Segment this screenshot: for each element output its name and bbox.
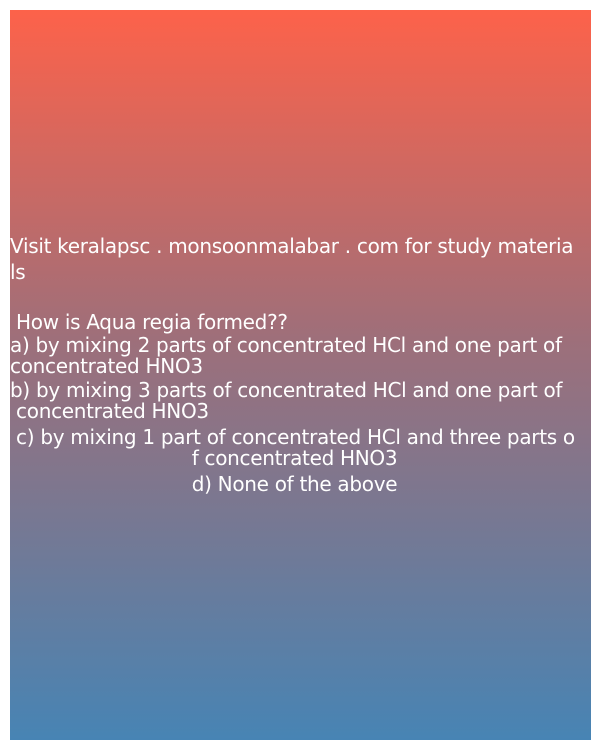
- option-b-line-1: b) by mixing 3 parts of concentrated HCl…: [10, 378, 563, 402]
- study-material-line-1: Visit keralapsc . monsoonmalabar . com f…: [10, 234, 574, 258]
- question-text: How is Aqua regia formed??: [10, 310, 288, 334]
- option-a-line-1: a) by mixing 2 parts of concentrated HCl…: [10, 333, 562, 357]
- study-material-line-2: ls: [10, 260, 26, 284]
- gradient-card: Visit keralapsc . monsoonmalabar . com f…: [10, 10, 591, 740]
- option-c: c) by mixing 1 part of concentrated HCl …: [10, 427, 575, 469]
- option-b-line-2: concentrated HNO3: [10, 399, 209, 423]
- option-d: d) None of the above: [10, 472, 398, 496]
- option-c-line-2: f concentrated HNO3: [10, 446, 398, 470]
- option-c-line-1: c) by mixing 1 part of concentrated HCl …: [10, 425, 575, 449]
- study-material-text: Visit keralapsc . monsoonmalabar . com f…: [10, 233, 574, 285]
- option-a: a) by mixing 2 parts of concentrated HCl…: [10, 335, 562, 377]
- option-a-line-2: concentrated HNO3: [10, 354, 203, 378]
- option-b: b) by mixing 3 parts of concentrated HCl…: [10, 380, 562, 422]
